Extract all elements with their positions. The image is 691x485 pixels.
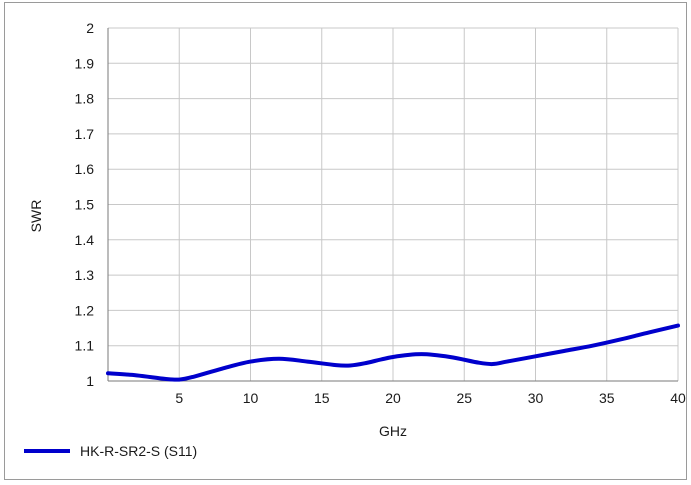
x-tick-labels: 5 10 15 20 25 30 35 40 [175,390,686,406]
x-tick-label: 35 [599,390,615,406]
legend-label: HK-R-SR2-S (S11) [80,443,197,459]
y-tick-label: 1.9 [75,55,95,71]
y-tick-label: 1 [86,373,94,389]
legend: HK-R-SR2-S (S11) [24,443,197,459]
x-tick-label: 40 [670,390,686,406]
y-tick-label: 1.8 [75,91,95,107]
x-tick-label: 5 [175,390,183,406]
series-line [106,323,680,382]
y-tick-label: 1.4 [75,232,95,248]
y-tick-label: 1.2 [75,302,95,318]
y-tick-labels: 1 1.1 1.2 1.3 1.4 1.5 1.6 1.7 1.8 1.9 2 [75,20,95,389]
x-tick-label: 25 [456,390,472,406]
x-tick-label: 15 [314,390,330,406]
x-tick-label: 10 [243,390,259,406]
y-tick-label: 1.7 [75,126,95,142]
axes [107,28,678,382]
y-tick-label: 1.1 [75,338,95,354]
series-lines [106,323,680,382]
y-tick-label: 2 [86,20,94,36]
y-tick-label: 1.3 [75,267,95,283]
x-axis-title: GHz [379,423,407,439]
y-gridlines [108,27,678,382]
x-tick-label: 30 [528,390,544,406]
y-tick-label: 1.5 [75,197,95,213]
x-tick-label: 20 [385,390,401,406]
y-tick-label: 1.6 [75,161,95,177]
y-axis-title: SWR [28,200,44,233]
